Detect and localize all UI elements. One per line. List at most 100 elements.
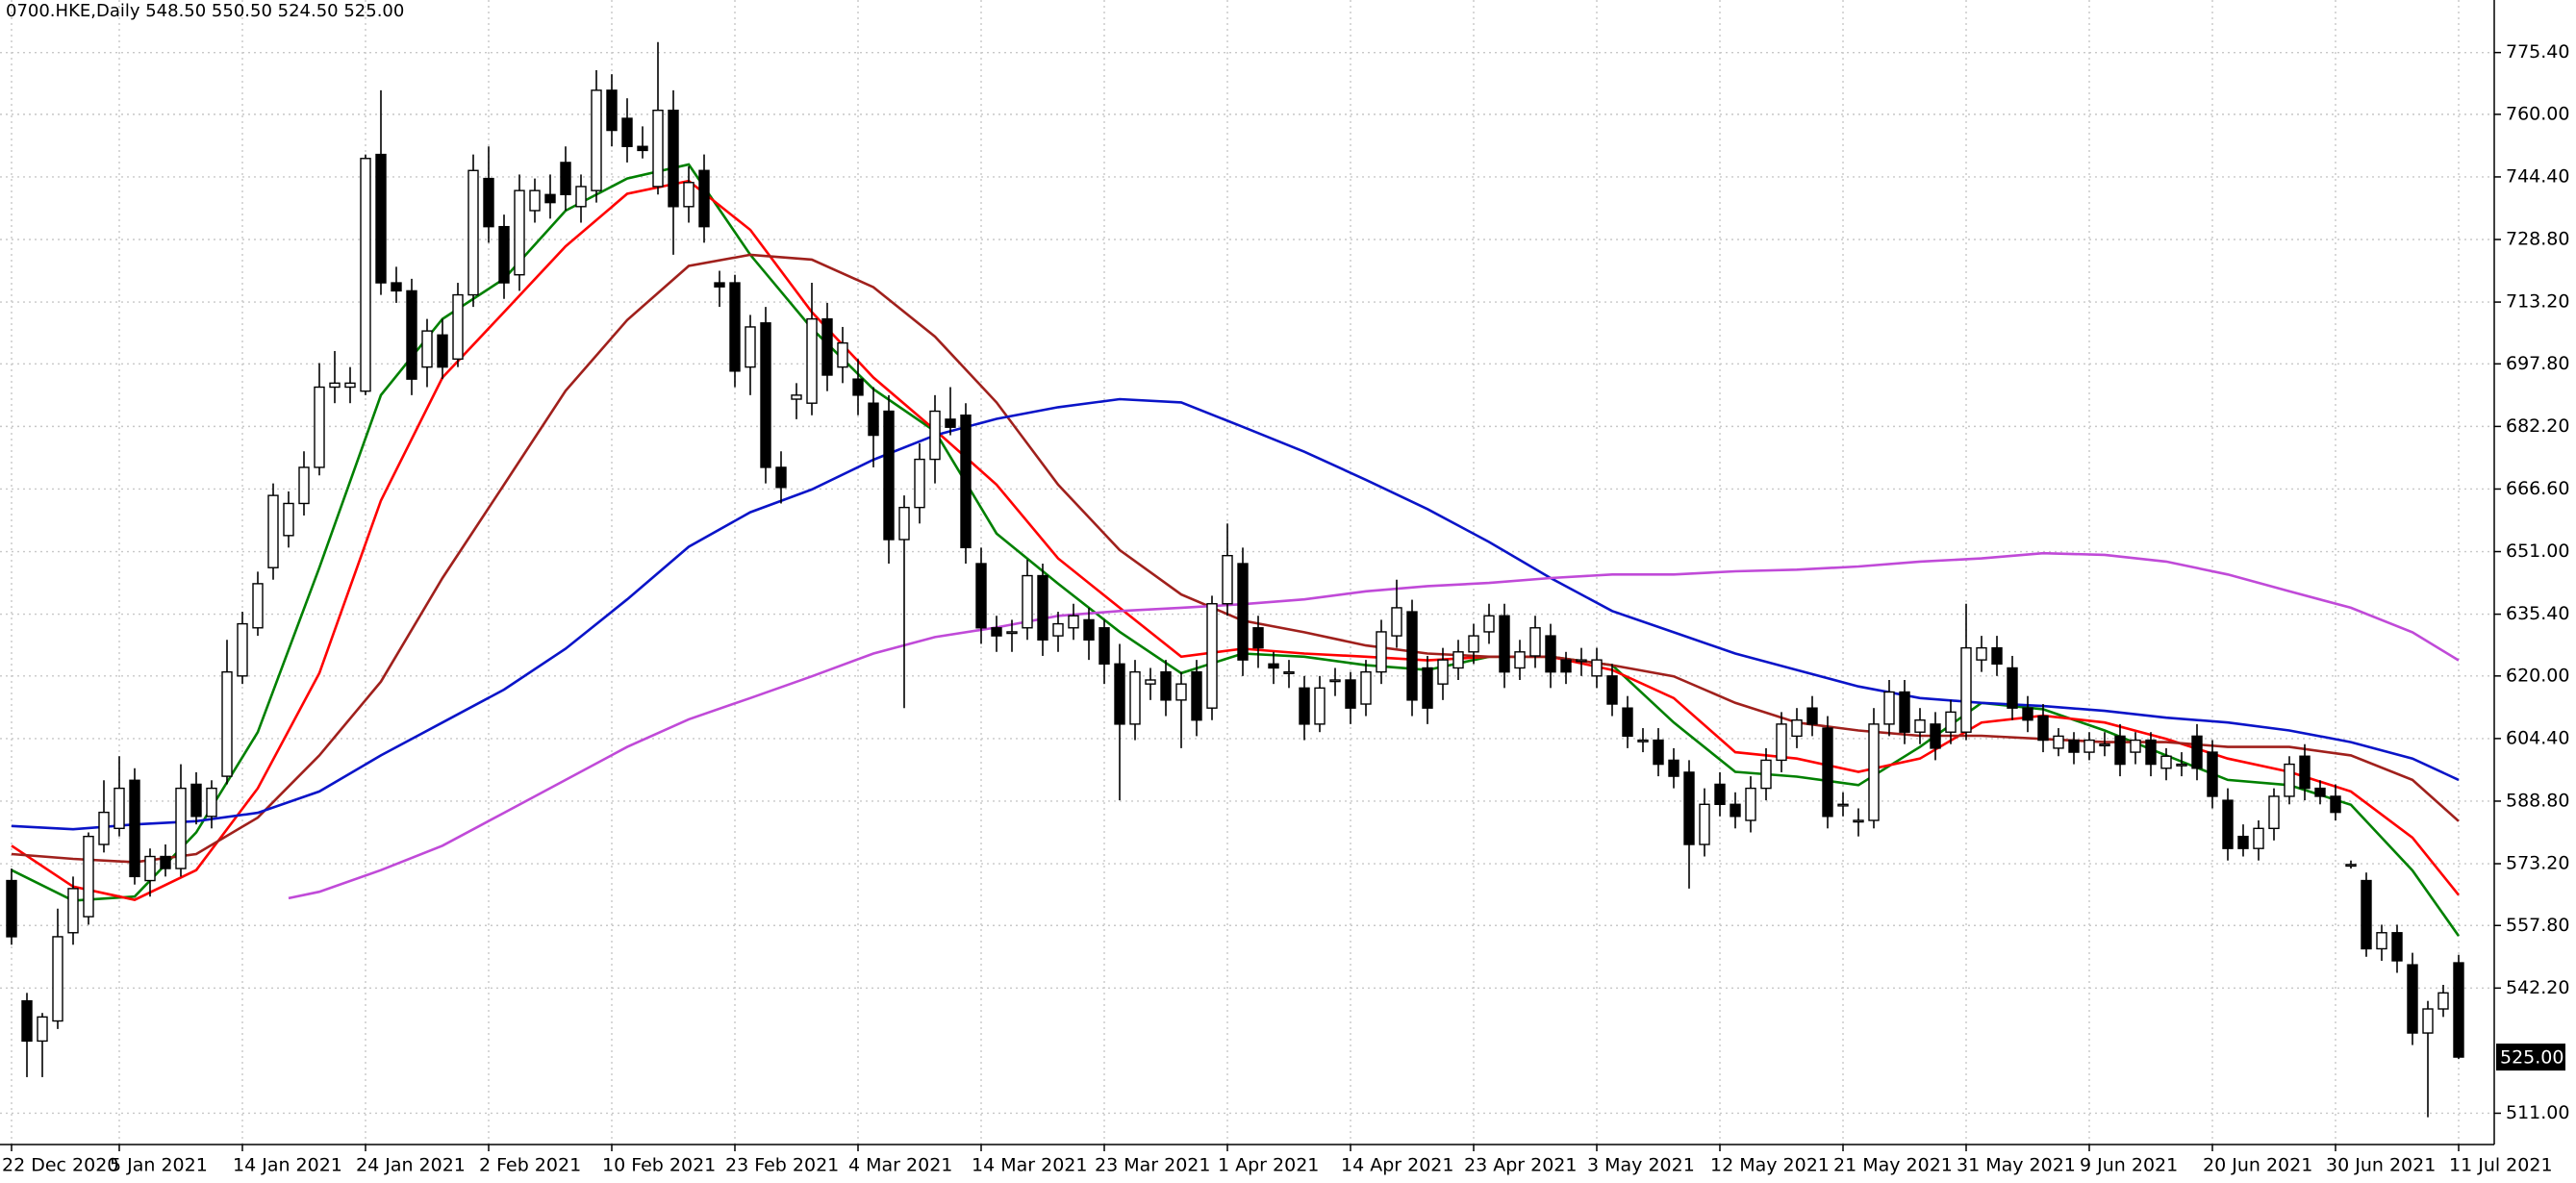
y-tick-label: 775.40: [2506, 41, 2569, 63]
candle-body: [2437, 992, 2449, 1010]
x-tick-label: 21 May 2021: [1833, 1155, 1953, 1176]
candle-body: [621, 117, 633, 147]
candle-body: [1883, 691, 1895, 725]
candle-body: [914, 458, 925, 509]
candle-body: [698, 169, 710, 228]
candle-body: [683, 182, 695, 208]
candle-body: [329, 382, 341, 389]
candle-body: [1283, 670, 1295, 674]
candle-body: [1776, 723, 1787, 762]
candle-body: [2114, 735, 2126, 766]
x-tick-label: 14 Apr 2021: [1341, 1155, 1453, 1176]
candle-body: [83, 835, 94, 918]
candle-body: [1237, 563, 1249, 661]
moving-average-line: [11, 397, 2460, 831]
chart-title: 0700.HKE,Daily 548.50 550.50 524.50 525.…: [6, 1, 404, 21]
candle-body: [883, 410, 895, 541]
candle-body: [1145, 679, 1156, 685]
candle-body: [2407, 964, 2418, 1034]
candle-body: [1914, 719, 1926, 733]
candle-body: [791, 394, 802, 400]
moving-average-line: [288, 551, 2460, 900]
candle-body: [1806, 707, 1818, 725]
candle-body: [1422, 667, 1433, 709]
candle-body: [2345, 864, 2357, 868]
y-tick-label: 760.00: [2506, 103, 2569, 124]
candle-body: [1730, 803, 1741, 818]
y-tick-label: 744.40: [2506, 165, 2569, 187]
candle-body: [560, 162, 571, 195]
candle-body: [1175, 683, 1187, 701]
candle-body: [144, 855, 156, 882]
candle-body: [360, 158, 371, 392]
y-tick-label: 588.80: [2506, 790, 2569, 811]
candle-body: [1314, 687, 1326, 725]
y-tick-label: 557.80: [2506, 915, 2569, 936]
candle-body: [452, 293, 464, 361]
candle-body: [1037, 574, 1048, 641]
candle-body: [2376, 932, 2387, 950]
candle-body: [406, 289, 417, 380]
candle-body: [1160, 670, 1172, 701]
candle-body: [2191, 735, 2203, 769]
candle-body: [745, 326, 756, 368]
candle-body: [1868, 723, 1880, 821]
candle-body: [1360, 670, 1372, 705]
candle-body: [114, 787, 125, 830]
candle-body: [1560, 659, 1572, 673]
candle-body: [2176, 763, 2187, 767]
x-tick-label: 22 Dec 2020: [2, 1155, 118, 1176]
x-tick-label: 20 Jun 2021: [2203, 1155, 2312, 1176]
y-tick-label: 651.00: [2506, 541, 2569, 562]
candle-body: [2160, 755, 2172, 769]
candle-body: [1299, 687, 1310, 725]
candle-body: [1853, 819, 1864, 823]
x-tick-label: 10 Feb 2021: [602, 1155, 716, 1176]
candle-body: [760, 322, 771, 468]
candle-body: [837, 341, 848, 368]
price-marker-label: 525.00: [2500, 1047, 2563, 1069]
candle-body: [1376, 631, 1387, 673]
x-tick-label: 14 Mar 2021: [972, 1155, 1087, 1176]
candle-body: [929, 410, 941, 461]
x-tick-label: 31 May 2021: [1957, 1155, 2076, 1176]
candle-body: [2037, 715, 2049, 742]
candle-body: [483, 177, 494, 228]
candle-body: [544, 193, 556, 204]
candle-body: [806, 317, 818, 404]
candle-body: [1899, 691, 1910, 733]
candle-body: [314, 386, 325, 468]
candle-body: [2007, 667, 2018, 709]
candle-body: [606, 89, 618, 132]
candle-body: [1545, 635, 1556, 673]
candle-body: [1499, 615, 1510, 673]
candle-body: [1252, 627, 1264, 649]
candle-body: [267, 494, 279, 568]
x-tick-label: 5 Jan 2021: [110, 1155, 208, 1176]
candle-body: [1437, 659, 1449, 685]
x-tick-label: 9 Jun 2021: [2080, 1155, 2178, 1176]
candle-body: [637, 145, 648, 152]
candle-body: [1699, 803, 1710, 845]
candle-body: [1406, 611, 1418, 701]
candle-body: [960, 415, 972, 549]
candle-body: [1837, 803, 1849, 807]
candle-body: [1760, 759, 1772, 790]
candle-body: [1991, 646, 2003, 666]
candle-body: [2391, 932, 2403, 962]
candle-body: [652, 110, 664, 188]
candle-body: [1052, 622, 1064, 637]
candle-body: [1114, 663, 1125, 725]
candle-body: [975, 563, 987, 629]
candle-body: [729, 282, 741, 372]
candle-body: [190, 783, 202, 818]
y-tick-label: 542.20: [2506, 977, 2569, 998]
candle-body: [2145, 739, 2157, 766]
x-tick-label: 2 Feb 2021: [479, 1155, 581, 1176]
candle-body: [2237, 835, 2249, 849]
candle-body: [668, 110, 679, 208]
candle-body: [206, 787, 217, 818]
